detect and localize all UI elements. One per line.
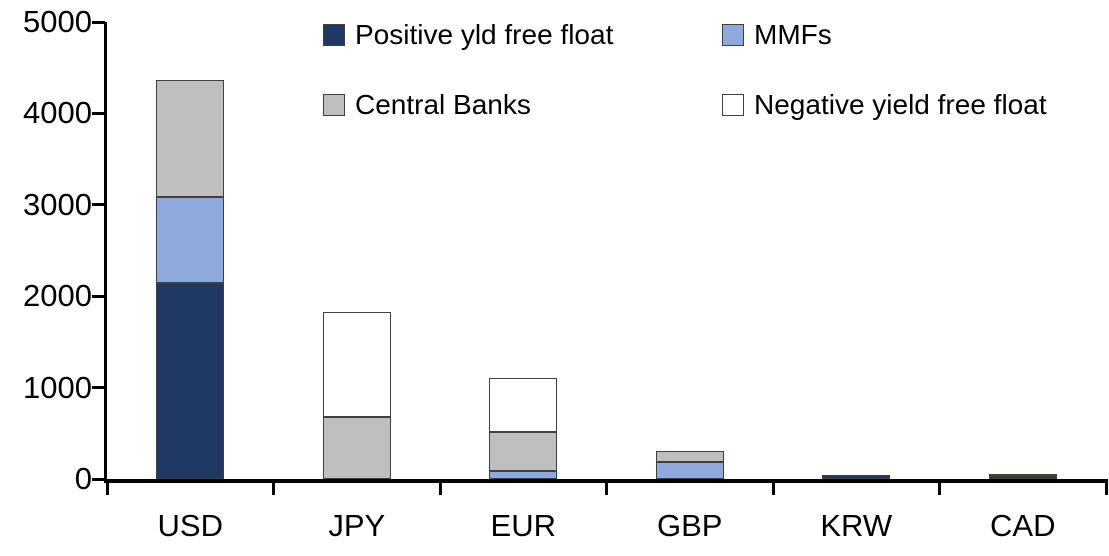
x-category-label: USD (157, 508, 223, 543)
legend-swatch-icon (722, 24, 744, 46)
bar-segment (988, 473, 1057, 477)
y-axis-tick (92, 111, 105, 115)
x-axis-tick (605, 483, 608, 495)
y-axis-tick (92, 386, 105, 390)
bar-segment (322, 416, 391, 479)
x-axis-line (104, 479, 1108, 483)
y-axis-line (104, 22, 107, 483)
x-axis-tick (1104, 483, 1108, 495)
bar-segment (489, 431, 558, 471)
legend-item: Negative yield free float (722, 90, 1047, 120)
bar-segment (655, 461, 724, 479)
bar-segment (156, 197, 225, 284)
x-category-label: GBP (657, 508, 723, 543)
legend-item: MMFs (722, 20, 832, 50)
x-axis-tick (105, 483, 109, 495)
legend-label: Positive yld free float (355, 19, 614, 50)
bar-segment (156, 283, 225, 479)
legend-swatch-icon (722, 94, 744, 116)
y-tick-label: 1000 (23, 369, 92, 405)
bar-segment (156, 79, 225, 198)
x-category-label: KRW (820, 508, 893, 543)
y-tick-label: 4000 (23, 95, 92, 131)
legend-label: Negative yield free float (754, 89, 1047, 120)
legend-label: Central Banks (355, 89, 531, 120)
legend-swatch-icon (323, 24, 345, 46)
y-tick-label: 0 (74, 461, 92, 496)
y-tick-label: 2000 (23, 278, 92, 314)
legend-swatch-icon (323, 94, 345, 116)
bar-segment (489, 470, 558, 479)
legend-item: Positive yld free float (323, 20, 613, 50)
x-axis-tick (938, 483, 941, 495)
x-category-label: JPY (328, 508, 386, 543)
y-axis-tick (92, 20, 105, 24)
legend-item: Central Banks (323, 90, 531, 120)
x-category-label: CAD (990, 508, 1056, 543)
y-tick-label: 3000 (23, 186, 92, 222)
x-category-label: EUR (490, 508, 556, 543)
y-axis-tick (92, 203, 105, 207)
y-axis-tick (92, 294, 105, 298)
x-axis-tick (771, 483, 775, 495)
bar-segment (988, 476, 1057, 479)
bar-segment (489, 378, 558, 432)
y-tick-label: 5000 (23, 4, 92, 39)
bar-segment (322, 311, 391, 417)
x-axis-tick (272, 483, 275, 495)
x-axis-tick (438, 483, 442, 495)
legend-label: MMFs (754, 19, 832, 50)
bar-segment (822, 475, 891, 479)
bar-segment (655, 451, 724, 462)
y-axis-tick (92, 477, 105, 481)
